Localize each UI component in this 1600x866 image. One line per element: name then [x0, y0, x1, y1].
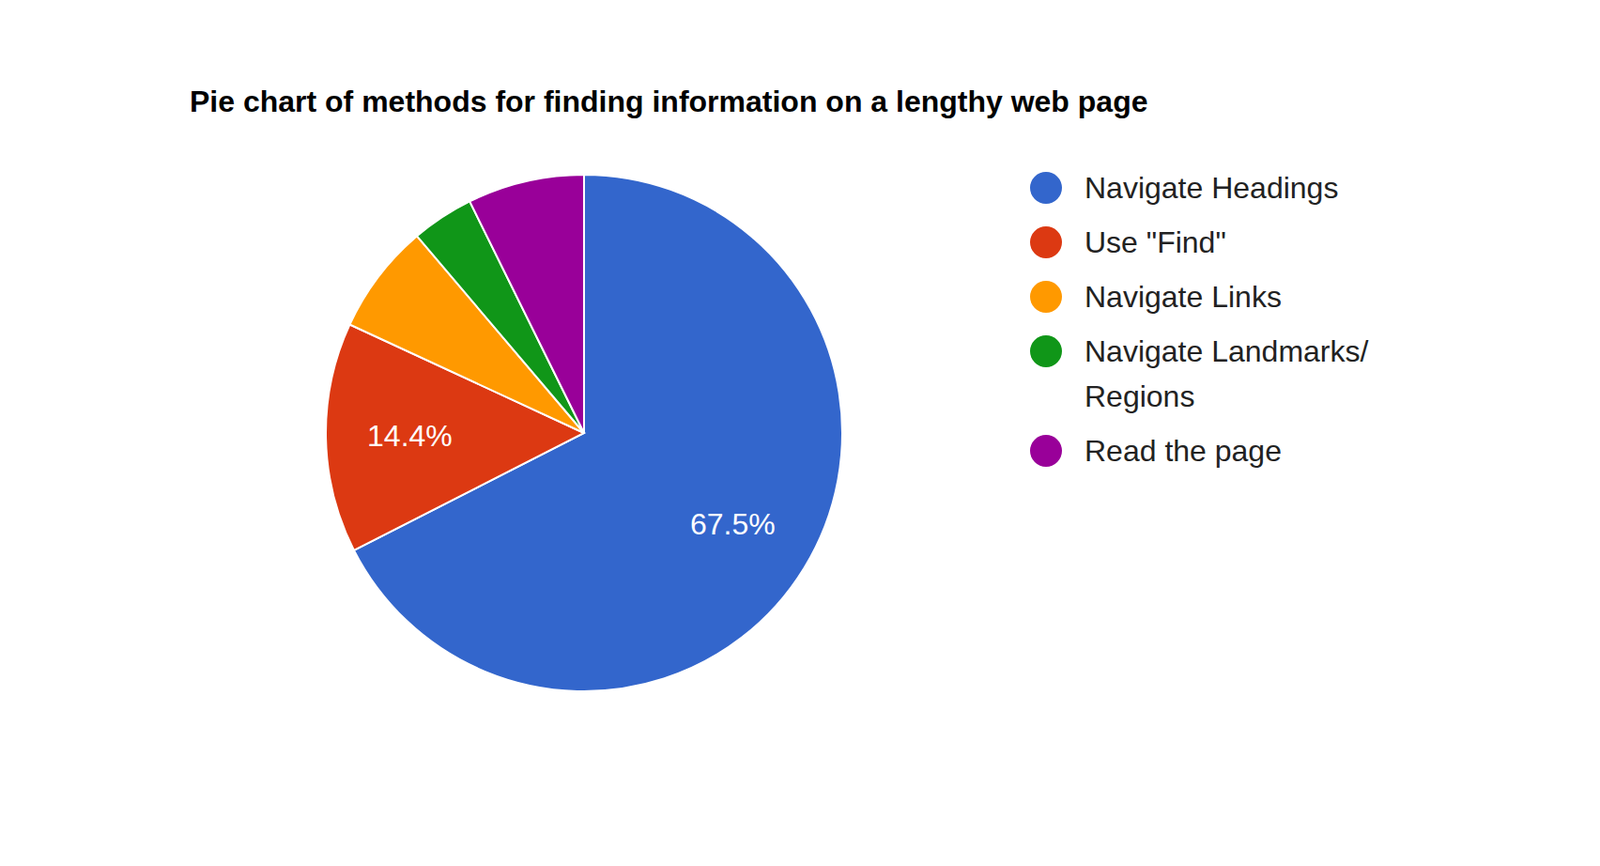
svg-text:67.5%: 67.5%	[690, 507, 776, 541]
html-text:Read the page: Read the page	[1084, 433, 1282, 468]
html-text:Navigate Links: Navigate Links	[1084, 279, 1282, 314]
html-text:Pie chart of methods for findi: Pie chart of methods for finding informa…	[189, 84, 1148, 119]
svg-text:14.4%: 14.4%	[367, 418, 453, 453]
html-text:Navigate Landmarks/ Regions: Navigate Landmarks/ Regions	[1084, 334, 1369, 414]
html-text:Navigate Headings: Navigate Headings	[1084, 170, 1339, 205]
html-text:Use "Find": Use "Find"	[1084, 225, 1227, 260]
